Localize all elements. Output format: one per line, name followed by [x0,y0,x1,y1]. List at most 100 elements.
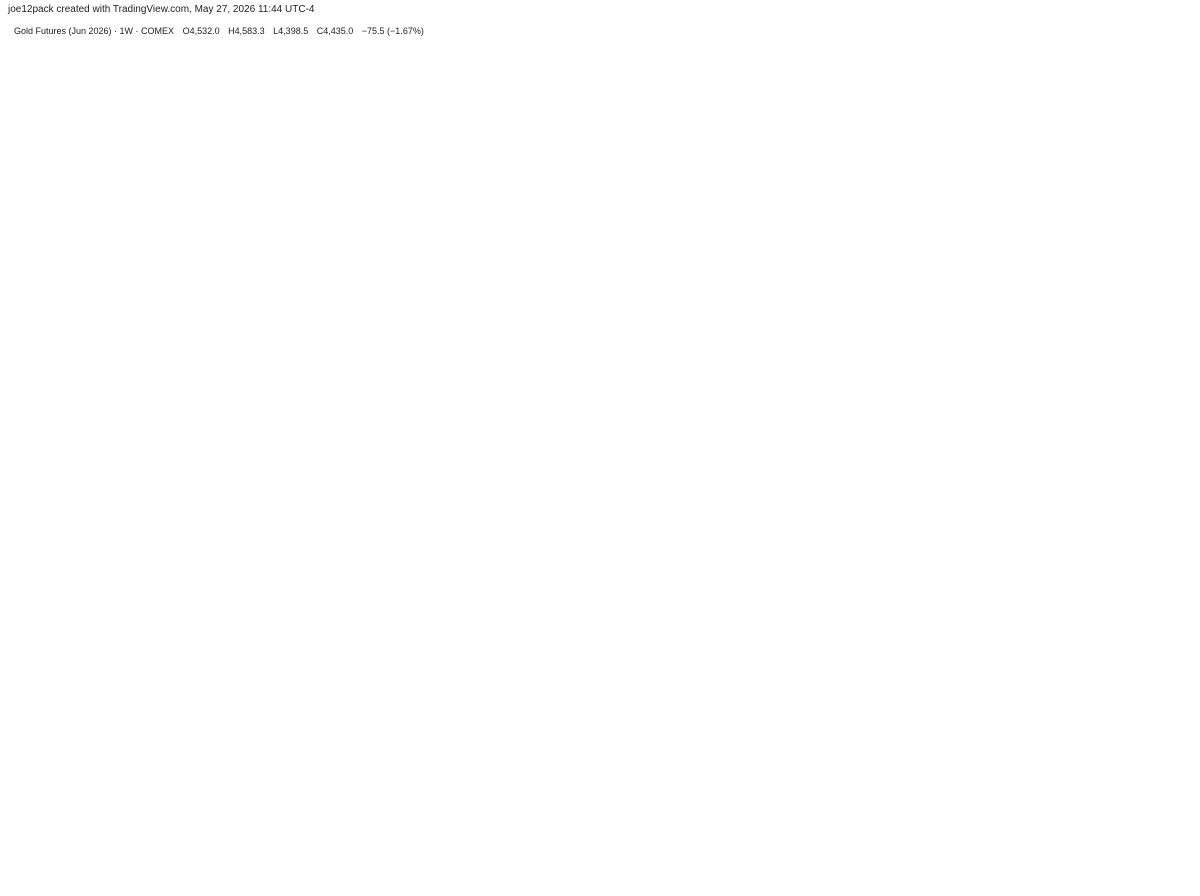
y-tick-label: 6,600.0 [1156,218,1186,228]
x-tick-label: Oct [120,834,135,844]
candle-body [638,672,650,695]
candle-body [309,648,321,701]
currency[interactable]: USD [1157,27,1178,38]
y-tick-label: 5,000.0 [1156,566,1186,576]
candle-body [435,497,447,536]
y-tick-label: 4,600.0 [1156,652,1186,662]
candle-body [607,639,619,671]
candle-body [90,813,102,826]
y-tick-label: 6,400.0 [1156,262,1186,272]
candle-body [262,701,274,727]
y-tick-label: 5,200.0 [1156,522,1186,532]
y-tick-label: 5,800.0 [1156,392,1186,402]
x-tick-label: Sep [41,834,57,844]
level-label: Fractal EQ [1060,468,1094,475]
x-tick-label: May [589,834,607,844]
y-tick-label: 4,000.0 [1156,782,1186,792]
candle-body [450,487,462,524]
candle-body [278,693,290,703]
candle-body [622,668,634,679]
interval-code: 604800 [1113,32,1136,39]
candle-body [544,604,556,638]
candle-body [528,621,540,642]
candle-body [497,676,509,683]
brand: TradingView [40,862,147,882]
candle-body [200,749,212,766]
projection-arrowhead [839,235,850,248]
y-tick-label: 7,000.0 [1156,132,1186,142]
x-tick-label: Dec [245,834,262,844]
candle-body [341,644,353,662]
level-label: Upper FCL: 2187 [1060,705,1114,712]
x-tick-label: Jul [732,834,744,844]
logo-dot [24,865,30,871]
level-label: (IRD) [1060,386,1072,392]
callout-text: week of april 13 [583,513,703,532]
candle-body [419,534,431,550]
event-icon-inner [718,815,726,823]
low: L4,398.5 [273,26,309,36]
y-tick-label: 6,000.0 [1156,349,1186,359]
currency-box[interactable] [1149,19,1191,63]
last-price-tag [1150,683,1190,709]
x-tick-label: 2026 [321,834,341,844]
x-tick-label: Nov [182,834,199,844]
x-tick-label: Nov [996,834,1013,844]
open: O4,532.0 [182,26,220,36]
callout-joint [579,537,587,543]
candle-body [513,636,525,677]
candle-body [372,553,384,584]
x-tick-label: Apr [527,834,541,844]
y-tick-label: 4,400.0 [1156,696,1186,706]
y-tick-label: 5,400.0 [1156,479,1186,489]
legend-line: Gold Futures (Jun 2026) · 1W · COMEX O4,… [14,26,430,36]
watermark: ThePO3Sequence.com [1060,811,1143,820]
countdown: 2d 6h [1159,696,1182,706]
x-tick-label: Jun [652,834,667,844]
candle-body [591,631,603,651]
last-price: 4,435.0 [1155,685,1185,695]
candle-body [153,712,165,741]
candle-body [325,660,337,698]
scale-menu[interactable]: apoz [1157,44,1177,54]
x-tick-label: Dec [1075,834,1092,844]
candle-body [121,763,133,791]
x-tick-label: Feb [386,834,402,844]
callout-box [569,506,719,542]
candle-body [388,566,400,601]
zone [8,75,1035,393]
candle-body [231,719,243,756]
brand-logo [10,865,36,879]
y-tick-label: 7,200.0 [1156,88,1186,98]
candle-body [403,549,415,564]
x-tick-label: Aug [793,834,809,844]
level-sublabel: PO3: 6561 [1063,230,1097,237]
candle-body [137,712,149,765]
candle-body [481,561,493,676]
level-label: (ERD) [1060,70,1074,76]
candle-body [106,789,118,817]
zone [8,654,1035,761]
candle-body [575,631,587,653]
y-tick-label: 6,200.0 [1156,305,1186,315]
candle-body [356,557,368,638]
high: H4,583.3 [228,26,265,36]
event-icon[interactable] [714,811,730,827]
y-tick-label: 4,800.0 [1156,609,1186,619]
x-tick-label: Oct [935,834,950,844]
projection-line [659,236,849,738]
candle-body [168,746,180,767]
author-line: joe12pack created with TradingView.com, … [8,4,315,15]
logo-mark [10,865,36,879]
candle-body [184,764,196,769]
y-tick-label: 5,600.0 [1156,435,1186,445]
callout-pointer [549,539,590,589]
callout: week of april 13 [549,506,719,589]
y-tick-label: 6,800.0 [1156,175,1186,185]
level-label: Range High [1060,222,1097,229]
change: −75.5 (−1.67%) [361,26,424,36]
candle-body [466,520,478,561]
x-tick-label: Mar [448,834,464,844]
